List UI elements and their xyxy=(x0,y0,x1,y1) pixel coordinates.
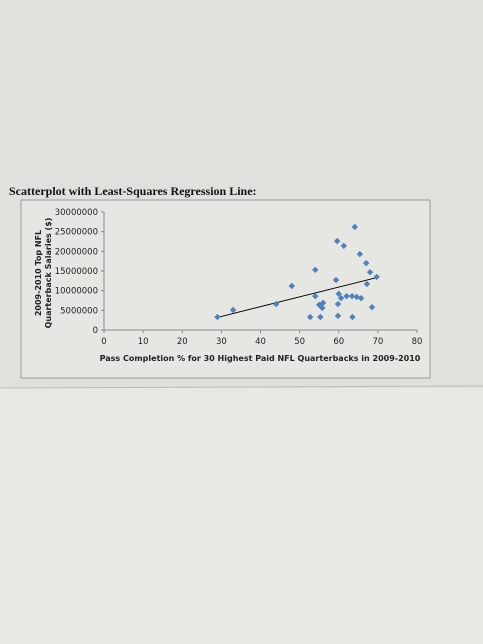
x-label: Pass Completion % for 30 Highest Paid NF… xyxy=(100,354,421,363)
point xyxy=(351,223,358,231)
x-tick-label: 80 xyxy=(412,337,423,347)
x-tick-label: 60 xyxy=(333,337,344,347)
x-tick-label: 70 xyxy=(372,337,383,347)
point xyxy=(319,304,326,312)
y-label-line: 2009-2010 Top NFL xyxy=(34,230,43,316)
x-tick-label: 30 xyxy=(216,337,227,347)
heading: Scatterplot with Least-Squares Regressio… xyxy=(9,184,257,198)
x-tick-label: 50 xyxy=(294,337,305,347)
point xyxy=(373,273,380,281)
y-tick-label: 15000000 xyxy=(55,267,98,277)
point xyxy=(306,313,314,321)
point xyxy=(332,276,340,284)
point xyxy=(334,312,342,320)
y-tick-label: 20000000 xyxy=(55,247,98,257)
y-tick-label: 10000000 xyxy=(55,287,98,297)
point xyxy=(312,292,319,300)
y-tick-label: 25000000 xyxy=(55,228,98,238)
paper-bottom xyxy=(0,388,483,644)
point xyxy=(356,250,364,258)
point xyxy=(363,280,371,288)
point xyxy=(357,294,365,302)
y-tick-label: 0 xyxy=(93,326,98,336)
y-tick-label: 30000000 xyxy=(55,208,98,218)
fold xyxy=(0,385,483,389)
point xyxy=(343,292,350,300)
point xyxy=(362,259,370,267)
point xyxy=(288,282,295,290)
point xyxy=(333,237,341,245)
point xyxy=(348,292,356,300)
point xyxy=(272,300,280,308)
point xyxy=(340,242,348,250)
point xyxy=(335,290,342,298)
x-tick-label: 10 xyxy=(138,337,149,347)
x-tick-label: 40 xyxy=(255,337,266,347)
point xyxy=(334,300,342,308)
point xyxy=(366,268,374,276)
x-tick-label: 20 xyxy=(177,337,188,347)
point xyxy=(317,313,324,321)
point xyxy=(349,313,356,321)
regression-line xyxy=(217,276,378,318)
point xyxy=(214,313,221,321)
point xyxy=(229,306,237,314)
y-label: 2009-2010 Top NFL Quarterback Salaries (… xyxy=(34,218,53,329)
y-label-line: Quarterback Salaries ($) xyxy=(44,218,53,329)
x-tick-label: 0 xyxy=(101,337,106,347)
y-tick-label: 5000000 xyxy=(60,306,98,316)
point xyxy=(368,303,376,311)
chart-frame xyxy=(20,199,431,379)
point xyxy=(312,266,319,274)
point xyxy=(319,299,327,307)
point xyxy=(337,294,345,302)
